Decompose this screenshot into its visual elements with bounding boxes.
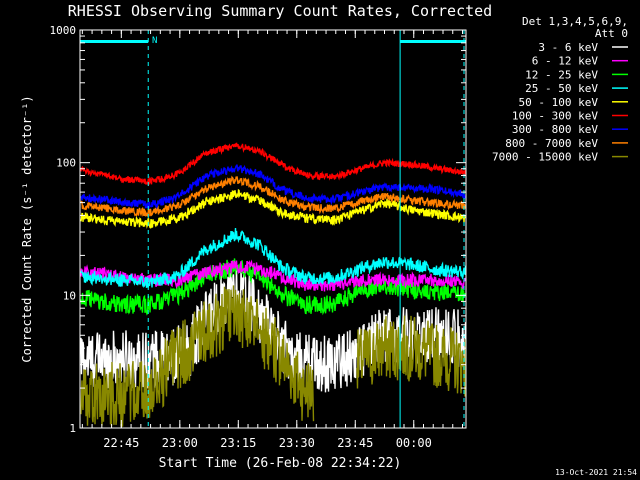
legend-label: 6 - 12 keV [532, 55, 599, 68]
legend-label: 300 - 800 keV [512, 123, 598, 136]
legend-label: 800 - 7000 keV [505, 137, 598, 150]
chart-title: RHESSI Observing Summary Count Rates, Co… [68, 2, 492, 20]
series-layer [80, 142, 467, 427]
legend-label: 7000 - 15000 keV [492, 151, 598, 164]
series-line [80, 285, 467, 427]
x-tick-label: 23:45 [337, 436, 373, 450]
x-tick-label: 00:00 [396, 436, 432, 450]
x-tick-label: 23:30 [279, 436, 315, 450]
series-line [80, 188, 467, 229]
series-line [80, 142, 467, 187]
y-axis-label: Corrected Count Rate (s⁻¹ detector⁻¹) [20, 95, 34, 362]
legend-label: 25 - 50 keV [525, 82, 598, 95]
legend-header: Det 1,3,4,5,6,9, [522, 15, 628, 28]
top-bar [80, 40, 149, 43]
timestamp-label: 13-Oct-2021 21:54 [555, 468, 637, 477]
y-tick-label: 10 [63, 289, 76, 302]
axis-layer: 1 10 100 1000 22:45 23:00 23:15 23:30 23:45 00:00 [50, 24, 466, 450]
legend-label: 12 - 25 keV [525, 68, 598, 81]
legend-label: 3 - 6 keV [538, 41, 598, 54]
x-tick-label: 23:00 [162, 436, 198, 450]
series-line [80, 227, 467, 288]
series-line [80, 164, 466, 210]
series-line [80, 175, 467, 218]
top-bar [400, 40, 466, 43]
legend-label: 50 - 100 keV [519, 96, 599, 109]
legend-label: 100 - 300 keV [512, 110, 598, 123]
plot-frame [79, 29, 467, 429]
series-line [80, 258, 467, 316]
y-tick-label: 100 [56, 157, 76, 170]
legend-header: Att 0 [595, 27, 628, 40]
x-tick-label: 23:15 [220, 436, 256, 450]
y-tick-label: 1000 [50, 24, 77, 37]
y-tick-label: 1 [69, 422, 76, 435]
x-tick-label: 22:45 [103, 436, 139, 450]
series-line [80, 267, 467, 393]
x-axis-label: Start Time (26-Feb-08 22:34:22) [159, 456, 402, 471]
top-bar-marker-label: N [152, 36, 157, 46]
